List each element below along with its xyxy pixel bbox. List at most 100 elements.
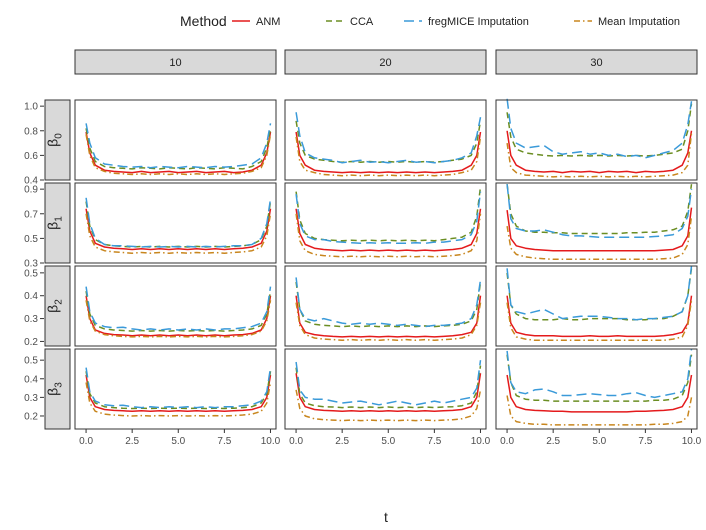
series-line-mean-imputation-1-0 xyxy=(85,213,272,254)
series-line-anm-3-1 xyxy=(295,373,482,413)
panel-border-1-2 xyxy=(495,182,698,264)
row-strip-0 xyxy=(44,99,71,181)
column-strip-label-0: 10 xyxy=(169,57,181,69)
panel-3-2 xyxy=(495,348,698,430)
series-line-cca-1-2 xyxy=(506,184,693,235)
row-strip-subscript-2: 2 xyxy=(54,299,65,305)
row-strip-1 xyxy=(44,182,71,264)
x-tick-label-2-3: 7.5 xyxy=(638,436,652,447)
series-line-mean-imputation-2-1 xyxy=(295,302,482,342)
column-strip-0 xyxy=(74,49,277,75)
y-tick-label-3-3: 0.5 xyxy=(24,356,38,367)
x-tick-label-1-0: 0.0 xyxy=(289,436,303,447)
series-line-fregmice-imputation-0-1 xyxy=(295,112,482,164)
series-line-mean-imputation-3-2 xyxy=(506,395,693,426)
panel-3-0 xyxy=(74,348,277,430)
series-line-cca-0-0 xyxy=(85,128,272,170)
panel-border-2-0 xyxy=(74,265,277,347)
panel-2-1 xyxy=(284,265,487,347)
panel-border-3-1 xyxy=(284,348,487,430)
legend-label-1: CCA xyxy=(350,16,374,28)
panel-grid: 10 20 30β00.40.60.81.0β10.30.50.70.9β20.20… xyxy=(24,49,702,447)
panel-background-0-0 xyxy=(75,100,276,180)
y-tick-label-3-2: 0.4 xyxy=(24,374,38,385)
panel-background-2-2 xyxy=(496,266,697,346)
legend-label-2: fregMICE Imputation xyxy=(428,16,529,28)
y-tick-label-3-0: 0.2 xyxy=(24,411,38,422)
panel-0-1 xyxy=(284,99,487,181)
panel-border-2-2 xyxy=(495,265,698,347)
x-tick-label-1-2: 5.0 xyxy=(381,436,395,447)
y-tick-label-0-2: 0.8 xyxy=(24,126,38,137)
series-line-anm-1-1 xyxy=(295,208,482,252)
y-tick-label-1-2: 0.7 xyxy=(24,209,38,220)
series-line-mean-imputation-3-1 xyxy=(295,389,482,422)
panel-border-0-2 xyxy=(495,99,698,181)
row-strip-symbol-0: β xyxy=(45,139,61,147)
legend: Method ANM CCA fregMICE Imputation Mean Imp… xyxy=(180,13,680,29)
x-tick-label-0-0: 0.0 xyxy=(79,436,93,447)
series-line-cca-0-1 xyxy=(295,120,482,163)
series-line-fregmice-imputation-2-2 xyxy=(506,265,693,321)
x-tick-label-1-4: 10.0 xyxy=(471,436,491,447)
series-line-cca-2-0 xyxy=(85,290,272,332)
row-strip-label-1: β1 xyxy=(45,216,65,230)
x-tick-label-2-1: 2.5 xyxy=(546,436,560,447)
x-tick-label-0-4: 10.0 xyxy=(261,436,281,447)
panel-1-0 xyxy=(74,182,277,264)
panel-border-1-1 xyxy=(284,182,487,264)
series-line-fregmice-imputation-0-0 xyxy=(85,123,272,169)
x-tick-label-1-1: 2.5 xyxy=(335,436,349,447)
series-line-fregmice-imputation-3-2 xyxy=(506,348,693,399)
x-tick-label-0-2: 5.0 xyxy=(171,436,185,447)
panel-border-3-0 xyxy=(74,348,277,430)
series-line-cca-2-1 xyxy=(295,281,482,328)
y-tick-label-2-2: 0.4 xyxy=(24,291,38,302)
series-line-fregmice-imputation-1-0 xyxy=(85,197,272,248)
panel-border-3-2 xyxy=(495,348,698,430)
row-strip-symbol-1: β xyxy=(45,222,61,230)
column-strip-label-2: 30 xyxy=(590,57,602,69)
series-line-fregmice-imputation-2-0 xyxy=(85,286,272,331)
panel-0-0 xyxy=(74,99,277,181)
series-line-fregmice-imputation-1-1 xyxy=(295,191,482,245)
row-strip-3 xyxy=(44,348,71,430)
y-tick-label-2-0: 0.2 xyxy=(24,337,38,348)
panel-2-0 xyxy=(74,265,277,347)
series-line-cca-3-0 xyxy=(85,371,272,410)
series-line-cca-1-1 xyxy=(295,186,482,242)
x-tick-label-0-3: 7.5 xyxy=(217,436,231,447)
series-line-fregmice-imputation-1-2 xyxy=(506,184,693,238)
series-line-fregmice-imputation-3-1 xyxy=(295,360,482,406)
row-strip-2 xyxy=(44,265,71,347)
series-line-anm-0-2 xyxy=(506,130,693,174)
series-line-anm-1-0 xyxy=(85,208,272,251)
y-tick-label-0-3: 1.0 xyxy=(24,102,38,113)
x-tick-label-2-0: 0.0 xyxy=(500,436,514,447)
series-line-cca-2-2 xyxy=(506,268,693,321)
series-line-mean-imputation-1-1 xyxy=(295,213,482,258)
panel-3-1 xyxy=(284,348,487,430)
panel-border-0-0 xyxy=(74,99,277,181)
panel-background-0-1 xyxy=(285,100,486,180)
row-strip-label-3: β3 xyxy=(45,382,65,396)
panel-background-3-2 xyxy=(496,349,697,429)
y-tick-label-2-1: 0.3 xyxy=(24,314,38,325)
y-tick-label-0-0: 0.4 xyxy=(24,176,38,187)
x-tick-label-0-1: 2.5 xyxy=(125,436,139,447)
column-strip-label-1: 20 xyxy=(379,57,391,69)
panel-1-2 xyxy=(495,182,698,264)
panel-border-1-0 xyxy=(74,182,277,264)
series-line-fregmice-imputation-2-1 xyxy=(295,277,482,328)
series-line-anm-2-0 xyxy=(85,295,272,337)
legend-title: Method xyxy=(180,13,227,29)
y-tick-label-2-3: 0.5 xyxy=(24,268,38,279)
row-strip-label-0: β0 xyxy=(45,133,65,147)
panel-background-3-0 xyxy=(75,349,276,429)
series-line-mean-imputation-0-0 xyxy=(85,134,272,176)
panel-2-2 xyxy=(495,265,698,347)
panel-0-2 xyxy=(495,98,698,181)
x-tick-label-2-4: 10.0 xyxy=(682,436,702,447)
x-tick-label-1-3: 7.5 xyxy=(427,436,441,447)
